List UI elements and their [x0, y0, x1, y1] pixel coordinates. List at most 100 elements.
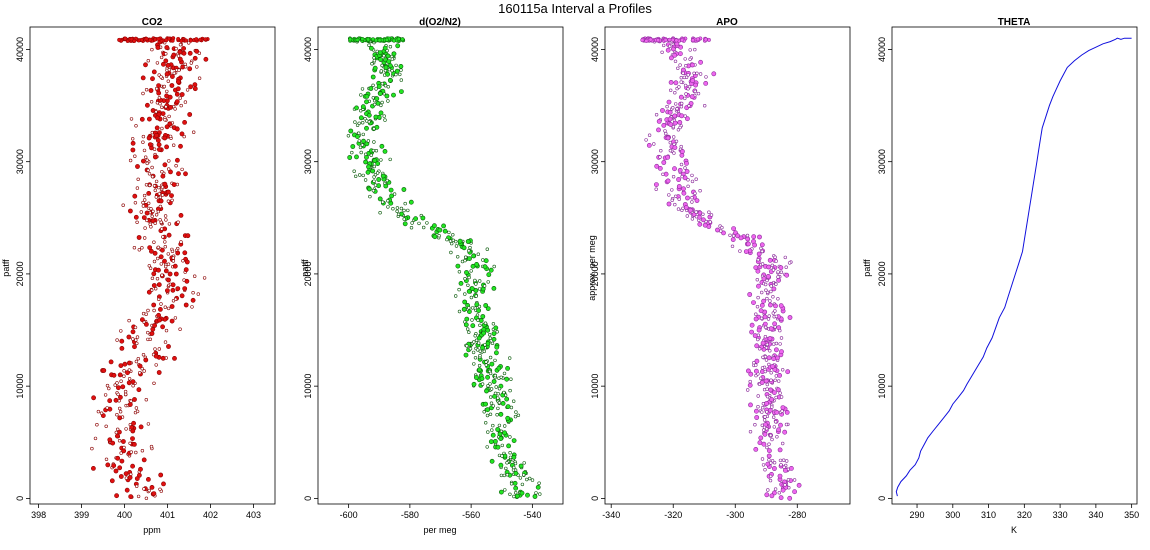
data-point: [151, 302, 157, 308]
data-point: [131, 420, 136, 426]
data-point: [777, 491, 781, 495]
data-point: [137, 363, 143, 369]
data-point: [764, 346, 769, 350]
data-point: [156, 267, 161, 273]
data-point: [194, 37, 199, 42]
data-point: [506, 443, 511, 449]
data-point: [753, 316, 759, 322]
data-point: [485, 445, 489, 449]
data-point: [417, 221, 421, 226]
data-point: [181, 259, 185, 263]
data-point: [489, 395, 493, 399]
data-point: [502, 430, 507, 436]
data-point: [469, 295, 474, 300]
data-point: [133, 154, 137, 158]
data-point: [139, 210, 144, 214]
data-point: [771, 286, 777, 292]
data-point: [129, 399, 133, 403]
data-point: [154, 179, 159, 184]
data-point: [130, 147, 136, 153]
x-tick-label: 310: [981, 510, 996, 520]
data-point: [399, 78, 403, 82]
data-point: [388, 187, 394, 193]
data-point: [142, 487, 146, 491]
data-point: [463, 292, 467, 296]
data-point: [778, 458, 783, 463]
data-point: [391, 51, 397, 57]
data-point: [395, 206, 400, 210]
data-point: [135, 164, 140, 169]
data-point: [756, 405, 760, 409]
data-point: [730, 237, 736, 242]
data-point: [123, 392, 128, 397]
data-point: [480, 345, 485, 351]
data-point: [365, 119, 369, 123]
data-point: [116, 392, 120, 397]
data-point: [143, 236, 147, 240]
data-point: [163, 58, 169, 64]
data-point: [514, 410, 518, 414]
data-point: [673, 80, 679, 86]
data-point: [153, 221, 157, 226]
data-point: [685, 116, 690, 122]
data-point: [730, 244, 735, 249]
data-point: [131, 441, 137, 447]
data-point: [697, 221, 703, 227]
data-point: [156, 256, 160, 261]
data-point: [373, 183, 378, 187]
data-point: [677, 85, 681, 89]
data-point: [149, 484, 155, 490]
data-point: [169, 304, 175, 309]
data-point: [359, 150, 363, 155]
data-point: [163, 118, 167, 122]
data-point: [671, 124, 676, 129]
data-point: [170, 287, 176, 293]
data-point: [782, 465, 786, 469]
data-point: [505, 404, 511, 409]
data-point: [158, 218, 162, 222]
data-point: [164, 52, 168, 56]
data-point: [695, 71, 699, 76]
data-point: [731, 226, 736, 231]
data-point: [481, 330, 487, 336]
data-point: [134, 124, 138, 128]
data-point: [160, 173, 166, 179]
data-point: [766, 317, 771, 321]
data-point: [483, 401, 488, 407]
data-point: [463, 277, 467, 281]
data-point: [103, 393, 108, 397]
data-point: [117, 406, 122, 411]
data-point: [771, 415, 776, 419]
data-point: [150, 214, 154, 219]
data-point: [155, 137, 161, 143]
data-point: [771, 268, 776, 272]
data-point: [457, 270, 462, 274]
data-point: [134, 476, 140, 481]
data-point: [488, 412, 493, 416]
data-point: [479, 376, 485, 381]
data-point: [146, 308, 150, 313]
data-point: [359, 93, 363, 97]
data-point: [91, 465, 96, 471]
data-point: [470, 318, 474, 322]
data-point: [176, 54, 181, 58]
data-point: [484, 360, 488, 364]
data-point: [164, 218, 168, 222]
data-point: [156, 142, 162, 148]
data-point: [768, 326, 774, 332]
data-point: [492, 264, 496, 269]
y-tick-label: 0: [303, 496, 313, 501]
data-point: [144, 312, 148, 316]
data-point: [765, 445, 769, 450]
data-point: [179, 103, 183, 108]
data-point: [147, 172, 152, 176]
data-point: [461, 306, 467, 312]
data-point: [780, 487, 786, 493]
data-point: [160, 170, 164, 174]
data-point: [671, 175, 676, 179]
data-point: [146, 168, 150, 173]
data-point: [760, 340, 766, 346]
data-point: [144, 496, 149, 500]
data-point: [156, 83, 161, 88]
data-point: [128, 494, 134, 499]
